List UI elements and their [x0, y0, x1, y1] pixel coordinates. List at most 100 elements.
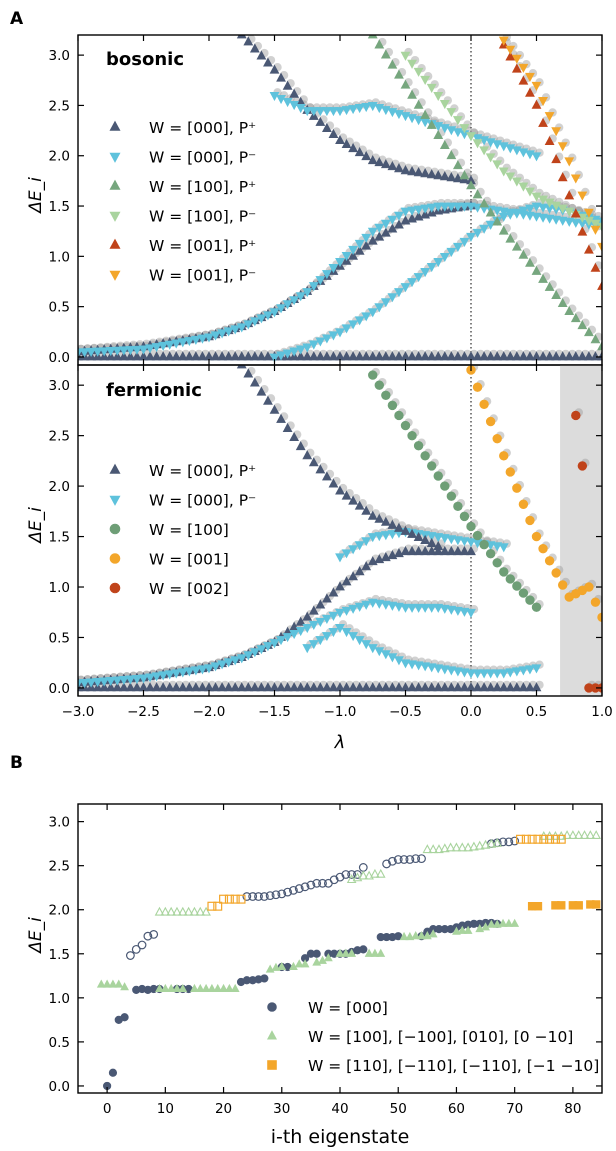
- xlabel-lambda: λ: [334, 732, 346, 753]
- data-point: [479, 146, 490, 156]
- data-point: [374, 380, 384, 390]
- data-point: [459, 537, 470, 547]
- data-point: [544, 281, 555, 291]
- y-tick-label: 0.0: [49, 681, 70, 697]
- data-point: [112, 351, 123, 361]
- data-point: [485, 669, 496, 679]
- data-point: [328, 331, 339, 341]
- data-point: [499, 451, 509, 461]
- data-point: [457, 925, 467, 934]
- data-point: [399, 855, 409, 864]
- data-point: [533, 902, 543, 911]
- data-point: [531, 81, 542, 91]
- data-point: [374, 223, 385, 233]
- data-point: [474, 840, 485, 850]
- y-tick-label: 2.5: [49, 98, 70, 114]
- data-point: [354, 245, 365, 255]
- data-point: [219, 894, 229, 904]
- data-point: [445, 842, 456, 852]
- data-point: [341, 682, 352, 692]
- data-point: [315, 107, 326, 117]
- data-point: [302, 343, 313, 353]
- data-point: [472, 139, 483, 149]
- legend-marker: [266, 1030, 278, 1040]
- data-point: [518, 588, 529, 598]
- data-point: [407, 351, 417, 361]
- data-point: [329, 875, 339, 885]
- ylabel-fermionic: ΔE_i: [26, 507, 46, 545]
- data-point: [492, 433, 502, 444]
- data-point: [335, 107, 345, 117]
- data-point: [505, 467, 515, 477]
- data-point: [184, 337, 195, 347]
- data-point: [315, 464, 326, 474]
- data-point: [551, 154, 562, 164]
- data-point: [457, 842, 468, 852]
- data-point: [564, 157, 575, 167]
- y-tick-label: 1.0: [49, 249, 70, 265]
- data-point: [472, 682, 483, 692]
- data-point: [151, 351, 162, 361]
- data-point: [243, 36, 254, 46]
- data-point: [256, 645, 267, 655]
- data-point: [420, 546, 431, 556]
- data-point: [367, 644, 378, 654]
- data-point: [551, 289, 562, 299]
- data-point: [346, 874, 357, 884]
- data-point: [289, 961, 298, 971]
- data-point: [452, 606, 463, 616]
- data-point: [525, 187, 535, 197]
- data-point: [137, 940, 147, 950]
- legend-label: W = [001], P⁺: [149, 237, 256, 255]
- data-point: [420, 351, 431, 361]
- data-point: [213, 983, 223, 993]
- data-point: [210, 662, 221, 672]
- data-point: [387, 161, 398, 171]
- data-point: [426, 546, 437, 556]
- data-point: [577, 191, 588, 201]
- data-point: [525, 87, 535, 97]
- data-point: [364, 870, 374, 880]
- legend-label: W = [001]: [149, 551, 229, 569]
- data-point: [498, 543, 509, 553]
- data-point: [348, 105, 359, 115]
- data-point: [459, 124, 470, 134]
- y-tick-label: 2.0: [49, 479, 70, 495]
- data-point: [276, 682, 286, 692]
- data-point: [518, 351, 529, 361]
- data-point: [485, 153, 496, 163]
- data-point: [271, 890, 281, 900]
- data-point: [446, 605, 457, 615]
- y-tick-label: 0.5: [49, 1035, 70, 1051]
- data-point: [328, 587, 339, 597]
- data-point: [354, 316, 365, 326]
- data-point: [295, 345, 306, 355]
- data-point: [321, 614, 332, 624]
- data-point: [289, 682, 300, 692]
- x-tick-label: 50: [390, 1101, 407, 1117]
- data-point: [480, 839, 491, 849]
- x-tick-label: 60: [448, 1101, 465, 1117]
- data-point: [538, 273, 548, 283]
- data-point: [452, 536, 463, 546]
- data-point: [302, 351, 313, 361]
- legend-marker: [109, 152, 121, 163]
- data-point: [459, 170, 470, 180]
- data-point: [492, 838, 503, 847]
- y-tick-label: 2.5: [49, 859, 70, 875]
- data-point: [347, 948, 357, 957]
- data-point: [282, 98, 293, 108]
- data-point: [318, 955, 327, 964]
- data-point: [118, 346, 129, 356]
- data-point: [511, 351, 522, 361]
- y-tick-label: 0.5: [49, 630, 70, 646]
- data-point: [276, 636, 286, 646]
- data-point: [289, 347, 300, 357]
- data-point: [277, 961, 287, 971]
- data-point: [230, 351, 241, 361]
- data-point: [481, 922, 490, 931]
- data-point: [341, 106, 352, 116]
- data-point: [538, 195, 548, 205]
- data-point: [590, 225, 601, 235]
- data-point: [79, 348, 90, 358]
